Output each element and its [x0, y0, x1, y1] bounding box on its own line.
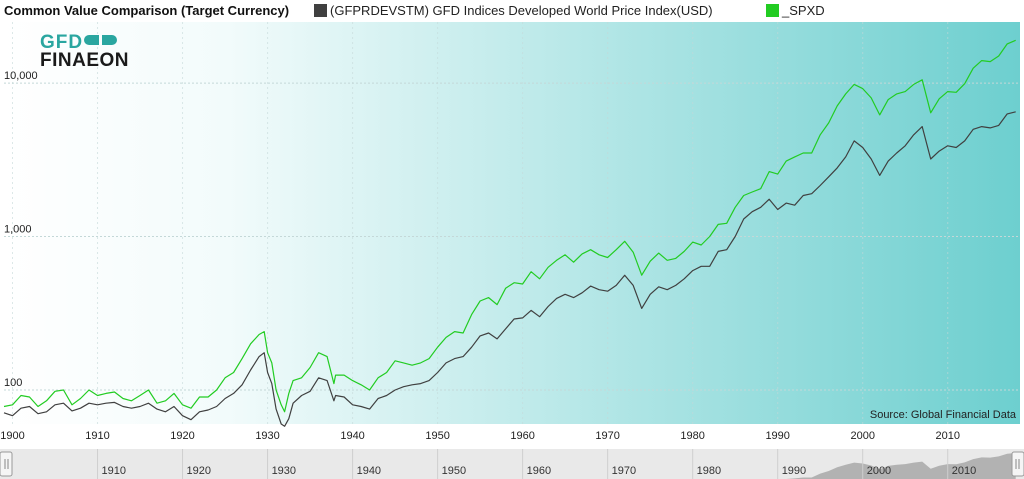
navigator-tick-label: 2000 — [867, 465, 891, 477]
x-tick-label: 1920 — [170, 430, 194, 442]
plot-background — [4, 22, 1020, 424]
navigator-area — [4, 453, 1016, 479]
navigator-tick-label: 1960 — [527, 465, 551, 477]
source-label: Source: Global Financial Data — [870, 409, 1017, 421]
y-tick-label: 100 — [4, 377, 22, 389]
series-line-spxd — [3, 39, 1016, 413]
x-tick-label: 1930 — [255, 430, 279, 442]
chart-title: Common Value Comparison (Target Currency… — [4, 3, 290, 18]
legend-swatch-green — [766, 4, 779, 17]
legend-swatch-dark — [314, 4, 327, 17]
navigator-tick-label: 1920 — [187, 465, 211, 477]
grid-lines — [4, 22, 1020, 424]
navigator-right-handle[interactable] — [1011, 451, 1024, 477]
legend-item-spxd[interactable]: _SPXD — [766, 3, 825, 18]
chart-header: Common Value Comparison (Target Currency… — [0, 0, 1024, 22]
x-tick-label: 1940 — [340, 430, 364, 442]
gfd-finaeon-logo: GFD FINAEON — [40, 32, 129, 71]
series-layer — [3, 39, 1016, 427]
navigator-tick-label: 2010 — [952, 465, 976, 477]
navigator-tick-label: 1950 — [442, 465, 466, 477]
navigator-tick-label: 1910 — [102, 465, 126, 477]
logo-line2: FINAEON — [40, 50, 129, 71]
y-tick-label: 10,000 — [4, 70, 38, 82]
x-tick-label: 1950 — [425, 430, 449, 442]
x-tick-label: 1900 — [0, 430, 24, 442]
navigator-tick-label: 1970 — [612, 465, 636, 477]
navigator-tick-label: 1990 — [782, 465, 806, 477]
y-axis-ticks: 100 1,000 10,000 — [4, 70, 38, 389]
navigator-ticks: 1910 1920 1930 1940 1950 1960 1970 1980 1990 2000… — [97, 449, 976, 479]
legend-item-gfd-world-index[interactable]: (GFPRDEVSTM) GFD Indices Developed World… — [314, 3, 713, 18]
x-tick-label: 1910 — [85, 430, 109, 442]
x-tick-label: 1970 — [595, 430, 619, 442]
y-tick-label: 1,000 — [4, 224, 32, 236]
x-tick-label: 1980 — [680, 430, 704, 442]
logo-leaf-icon-2 — [102, 35, 117, 45]
x-tick-label: 1960 — [510, 430, 534, 442]
x-tick-label: 2010 — [935, 430, 959, 442]
legend-label-gfd: (GFPRDEVSTM) GFD Indices Developed World… — [330, 3, 713, 18]
navigator[interactable]: 1910 1920 1930 1940 1950 1960 1970 1980 1990 2000… — [0, 449, 1024, 479]
navigator-tick-label: 1930 — [272, 465, 296, 477]
series-line-gfd-world-index — [3, 111, 1016, 427]
logo-line1: GFD — [40, 32, 83, 53]
x-tick-label: 1990 — [765, 430, 789, 442]
navigator-tick-label: 1980 — [697, 465, 721, 477]
x-tick-label: 2000 — [850, 430, 874, 442]
navigator-tick-label: 1940 — [357, 465, 381, 477]
navigator-left-handle[interactable] — [0, 451, 13, 477]
x-axis-ticks: 1900 1910 1920 1930 1940 1950 1960 1970 1980 1990… — [0, 430, 960, 442]
legend-label-spxd: _SPXD — [782, 3, 825, 18]
logo-leaf-icon — [84, 35, 99, 45]
